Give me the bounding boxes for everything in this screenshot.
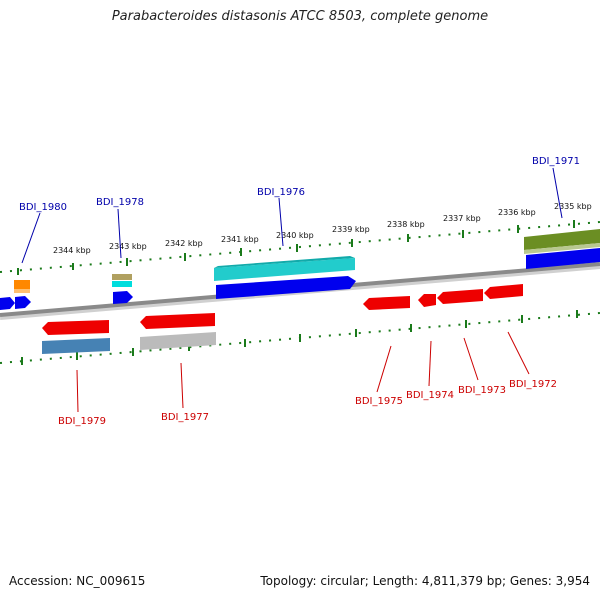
gene-bdi-1980-shade: [14, 289, 30, 293]
gene-bdi-1972[interactable]: [484, 284, 523, 299]
upper-tick-track: [0, 221, 600, 273]
tick-label: 2341 kbp: [221, 235, 259, 244]
gene-bdi-1976[interactable]: [214, 258, 355, 281]
gene-bdi-1971-shade: [524, 243, 600, 254]
tick-label: 2335 kbp: [554, 202, 592, 211]
genome-title: Parabacteroides distasonis ATCC 8503, co…: [111, 9, 489, 24]
gene-bdi-1979-track[interactable]: [42, 338, 110, 354]
upper-major-ticks: [17, 220, 575, 275]
lower-major-ticks: [21, 310, 578, 365]
tick-label: 2342 kbp: [165, 239, 203, 248]
tick-label: 2340 kbp: [276, 231, 314, 240]
gene-arrow-forward[interactable]: [113, 291, 133, 304]
label-bdi-1979[interactable]: BDI_1979: [58, 416, 106, 427]
reverse-label-leaders: [76, 331, 530, 413]
gene-bdi-1979[interactable]: [42, 320, 109, 335]
label-bdi-1976[interactable]: BDI_1976: [257, 187, 305, 198]
gene-bdi-1974[interactable]: [418, 294, 436, 307]
gene-arrow-forward[interactable]: [216, 276, 356, 299]
gene-bdi-1973[interactable]: [437, 289, 483, 304]
genome-stats-text: Topology: circular; Length: 4,811,379 bp…: [260, 574, 590, 588]
tick-label: 2343 kbp: [109, 242, 147, 251]
forward-label-leaders: [21, 167, 563, 264]
gene-arrow-forward[interactable]: [0, 297, 15, 310]
label-bdi-1973[interactable]: BDI_1973: [458, 385, 506, 396]
gene-bdi-1978[interactable]: [112, 274, 132, 280]
gene-bdi-1975[interactable]: [363, 296, 410, 310]
gene-bdi-1978-cyan[interactable]: [112, 281, 132, 287]
label-bdi-1978[interactable]: BDI_1978: [96, 197, 144, 208]
tick-label: 2336 kbp: [498, 208, 536, 217]
label-bdi-1972[interactable]: BDI_1972: [509, 379, 557, 390]
gene-bdi-1980[interactable]: [14, 280, 30, 289]
gene-arrow-reverse[interactable]: [140, 313, 215, 329]
gene-arrow-forward[interactable]: [526, 248, 600, 269]
label-bdi-1975[interactable]: BDI_1975: [355, 396, 403, 407]
tick-label: 2344 kbp: [53, 246, 91, 255]
gene-bdi-1977[interactable]: [140, 332, 216, 350]
tick-label: 2337 kbp: [443, 214, 481, 223]
tick-label: 2339 kbp: [332, 225, 370, 234]
tick-label: 2338 kbp: [387, 220, 425, 229]
label-bdi-1980[interactable]: BDI_1980: [19, 202, 67, 213]
gene-arrow-forward[interactable]: [15, 296, 31, 309]
gene-bdi-1976-top: [214, 256, 355, 268]
accession-text: Accession: NC_009615: [9, 574, 146, 588]
label-bdi-1971[interactable]: BDI_1971: [532, 156, 580, 167]
label-bdi-1974[interactable]: BDI_1974: [406, 390, 454, 401]
label-bdi-1977[interactable]: BDI_1977: [161, 412, 209, 423]
